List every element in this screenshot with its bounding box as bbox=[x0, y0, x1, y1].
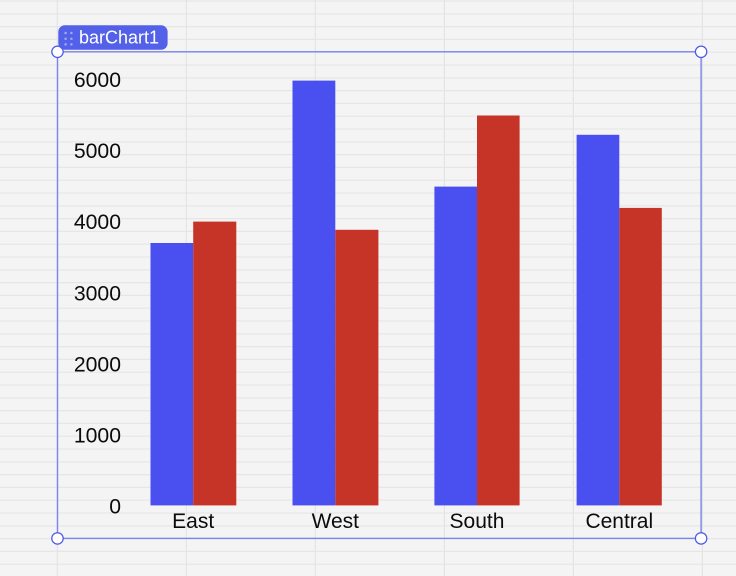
svg-text:East: East bbox=[172, 510, 214, 533]
svg-text:3000: 3000 bbox=[74, 282, 121, 305]
svg-text:barChart1: barChart1 bbox=[79, 28, 159, 48]
svg-text:South: South bbox=[450, 510, 505, 533]
svg-text:Central: Central bbox=[585, 510, 653, 533]
svg-text:1000: 1000 bbox=[74, 424, 121, 447]
svg-text:5000: 5000 bbox=[74, 140, 121, 163]
svg-text:0: 0 bbox=[109, 495, 121, 518]
svg-text:4000: 4000 bbox=[74, 211, 121, 234]
svg-text:West: West bbox=[312, 510, 360, 533]
svg-text:6000: 6000 bbox=[74, 69, 121, 92]
svg-text:2000: 2000 bbox=[74, 353, 121, 376]
